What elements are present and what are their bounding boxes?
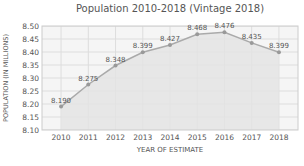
y-tick-label: 8.45 (22, 35, 39, 44)
marker (86, 83, 90, 87)
area (61, 32, 279, 130)
y-tick-label: 8.35 (22, 61, 39, 70)
marker (168, 43, 172, 47)
marker (141, 50, 145, 54)
x-tick-label: 2016 (215, 133, 234, 142)
marker (222, 30, 226, 34)
y-tick-label: 8.25 (22, 87, 39, 96)
x-tick-label: 2014 (160, 133, 179, 142)
title: Population 2010-2018 (Vintage 2018) (76, 3, 264, 14)
data-label: 8.435 (242, 33, 262, 41)
y-tick-label: 8.15 (22, 113, 39, 122)
marker (277, 50, 281, 54)
x-tick-label: 2017 (242, 133, 261, 142)
x-axis-label: YEAR OF ESTIMATE (136, 146, 204, 154)
marker (59, 105, 63, 109)
marker (195, 32, 199, 36)
chart: 8.190 8.275 8.348 8.399 8.427 8.468 8.476 8.435… (0, 0, 304, 166)
x-tick-label: 2013 (133, 133, 152, 142)
y-tick-label: 8.40 (22, 48, 39, 57)
x-tick-label: 2011 (79, 133, 98, 142)
marker (250, 41, 254, 45)
y-tick-label: 8.10 (22, 126, 39, 135)
data-label: 8.476 (214, 22, 235, 30)
line (61, 32, 279, 106)
marker (114, 64, 118, 68)
data (59, 30, 281, 130)
grid (42, 26, 298, 130)
y-tick-label: 8.50 (22, 22, 39, 31)
data-label: 8.190 (51, 97, 71, 105)
x-tick-label: 2010 (52, 133, 71, 142)
data-label: 8.427 (160, 35, 180, 43)
plot-frame (42, 26, 298, 130)
data-label: 8.275 (78, 75, 98, 83)
y-tick-label: 8.30 (22, 74, 39, 83)
data-label: 8.399 (133, 42, 153, 50)
data-label: 8.348 (106, 56, 126, 64)
y-axis-label: POPULATION (IN MILLIONS) (2, 34, 10, 122)
x-tick-label: 2018 (269, 133, 288, 142)
x-tick-label: 2015 (188, 133, 207, 142)
y-tick-label: 8.20 (22, 100, 39, 109)
data-label: 8.399 (269, 42, 289, 50)
plot-background (42, 26, 298, 130)
x-tick-label: 2012 (106, 133, 125, 142)
data-label: 8.468 (187, 24, 207, 32)
